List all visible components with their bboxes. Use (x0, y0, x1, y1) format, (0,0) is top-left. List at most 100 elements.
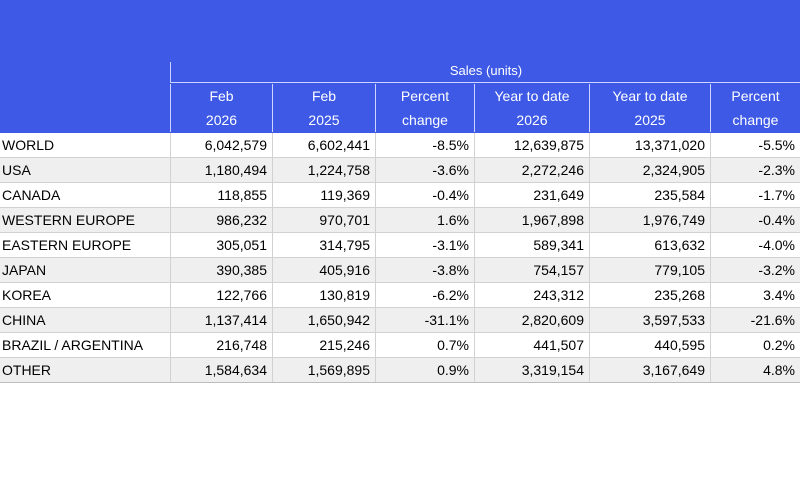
percent-change-feb-cell: -6.2% (375, 283, 474, 307)
feb-2026-cell: 1,584,634 (170, 358, 272, 382)
feb-2025-cell: 1,569,895 (272, 358, 375, 382)
ytd-2026-cell: 441,507 (474, 333, 589, 357)
column-header-line1: Year to date (612, 88, 688, 104)
column-header-line2: 2025 (308, 112, 340, 128)
column-header-line2: 2025 (634, 112, 666, 128)
group-header-rule (170, 82, 800, 83)
column-header-ytd-2026: Year to date 2026 (474, 84, 589, 132)
feb-2025-cell: 130,819 (272, 283, 375, 307)
sales-group-header: Sales (units) (449, 63, 523, 78)
percent-change-feb-cell: -0.4% (375, 183, 474, 207)
percent-change-feb-cell: 1.6% (375, 208, 474, 232)
feb-2025-cell: 1,650,942 (272, 308, 375, 332)
percent-change-ytd-cell: -5.5% (710, 133, 800, 157)
percent-change-feb-cell: -8.5% (375, 133, 474, 157)
column-header-line2: 2026 (516, 112, 548, 128)
ytd-2026-cell: 754,157 (474, 258, 589, 282)
region-cell: CANADA (2, 187, 61, 203)
feb-2026-cell: 305,051 (170, 233, 272, 257)
ytd-2025-cell: 3,597,533 (589, 308, 710, 332)
table-row: WORLD 6,042,579 6,602,441 -8.5% 12,639,875 13… (0, 133, 800, 158)
percent-change-ytd-cell: 4.8% (710, 358, 800, 382)
percent-change-feb-cell: 0.7% (375, 333, 474, 357)
region-cell: BRAZIL / ARGENTINA (2, 337, 144, 353)
feb-2026-cell: 122,766 (170, 283, 272, 307)
feb-2026-cell: 6,042,579 (170, 133, 272, 157)
ytd-2025-cell: 2,324,905 (589, 158, 710, 182)
percent-change-ytd-cell: -1.7% (710, 183, 800, 207)
region-cell: JAPAN (2, 262, 47, 278)
table-row: CHINA 1,137,414 1,650,942 -31.1% 2,820,609 3,… (0, 308, 800, 333)
ytd-2025-cell: 3,167,649 (589, 358, 710, 382)
table-row: EASTERN EUROPE 305,051 314,795 -3.1% 589,341… (0, 233, 800, 258)
column-header-feb-2026: Feb 2026 (170, 84, 272, 132)
percent-change-feb-cell: -3.8% (375, 258, 474, 282)
percent-change-ytd-cell: -4.0% (710, 233, 800, 257)
region-cell: CHINA (2, 312, 46, 328)
group-header-divider (170, 62, 171, 83)
feb-2026-cell: 390,385 (170, 258, 272, 282)
ytd-2026-cell: 231,649 (474, 183, 589, 207)
feb-2025-cell: 405,916 (272, 258, 375, 282)
column-header-line1: Feb (209, 88, 234, 104)
region-cell: WORLD (2, 137, 55, 153)
column-header-percent-change-feb: Percent change (375, 84, 474, 132)
percent-change-feb-cell: -31.1% (375, 308, 474, 332)
table-row: KOREA 122,766 130,819 -6.2% 243,312 235,268 3.… (0, 283, 800, 308)
column-header-feb-2025: Feb 2025 (272, 84, 375, 132)
region-cell: OTHER (2, 362, 51, 378)
percent-change-feb-cell: 0.9% (375, 358, 474, 382)
ytd-2025-cell: 235,584 (589, 183, 710, 207)
table-row: WESTERN EUROPE 986,232 970,701 1.6% 1,967,89… (0, 208, 800, 233)
table-row: CANADA 118,855 119,369 -0.4% 231,649 235,584-… (0, 183, 800, 208)
feb-2025-cell: 314,795 (272, 233, 375, 257)
table-bottom-rule (0, 382, 800, 383)
table-row: USA 1,180,494 1,224,758 -3.6% 2,272,246 2,324… (0, 158, 800, 183)
ytd-2026-cell: 243,312 (474, 283, 589, 307)
feb-2026-cell: 986,232 (170, 208, 272, 232)
ytd-2026-cell: 12,639,875 (474, 133, 589, 157)
region-cell: WESTERN EUROPE (2, 212, 136, 228)
ytd-2026-cell: 2,272,246 (474, 158, 589, 182)
region-cell: EASTERN EUROPE (2, 237, 132, 253)
ytd-2025-cell: 13,371,020 (589, 133, 710, 157)
region-cell: USA (2, 162, 31, 178)
table-row: BRAZIL / ARGENTINA 216,748 215,246 0.7% 441,… (0, 333, 800, 358)
column-header-line2: change (732, 112, 779, 128)
table-row: JAPAN 390,385 405,916 -3.8% 754,157 779,105 -3… (0, 258, 800, 283)
column-header-line1: Percent (731, 88, 780, 104)
table-header-band (0, 0, 800, 133)
feb-2026-cell: 118,855 (170, 183, 272, 207)
column-header-ytd-2025: Year to date 2025 (589, 84, 710, 132)
feb-2025-cell: 215,246 (272, 333, 375, 357)
table-row: OTHER 1,584,634 1,569,895 0.9% 3,319,154 3,16… (0, 358, 800, 383)
feb-2026-cell: 1,180,494 (170, 158, 272, 182)
column-header-line1: Feb (311, 88, 337, 104)
ytd-2026-cell: 589,341 (474, 233, 589, 257)
percent-change-ytd-cell: 3.4% (710, 283, 800, 307)
percent-change-ytd-cell: 0.2% (710, 333, 800, 357)
ytd-2025-cell: 779,105 (589, 258, 710, 282)
column-header-line1: Year to date (494, 88, 570, 104)
feb-2025-cell: 6,602,441 (272, 133, 375, 157)
feb-2025-cell: 1,224,758 (272, 158, 375, 182)
ytd-2025-cell: 1,976,749 (589, 208, 710, 232)
column-header-line2: 2026 (205, 112, 238, 128)
column-header-percent-change-ytd: Percent change (710, 84, 800, 132)
region-cell: KOREA (2, 287, 52, 303)
ytd-2026-cell: 1,967,898 (474, 208, 589, 232)
percent-change-feb-cell: -3.6% (375, 158, 474, 182)
feb-2026-cell: 1,137,414 (170, 308, 272, 332)
ytd-2025-cell: 235,268 (589, 283, 710, 307)
feb-2026-cell: 216,748 (170, 333, 272, 357)
percent-change-feb-cell: -3.1% (375, 233, 474, 257)
column-header-line1: Percent (400, 88, 450, 104)
percent-change-ytd-cell: -3.2% (710, 258, 800, 282)
ytd-2025-cell: 613,632 (589, 233, 710, 257)
ytd-2026-cell: 2,820,609 (474, 308, 589, 332)
ytd-2026-cell: 3,319,154 (474, 358, 589, 382)
percent-change-ytd-cell: -21.6% (710, 308, 800, 332)
percent-change-ytd-cell: -0.4% (710, 208, 800, 232)
feb-2025-cell: 970,701 (272, 208, 375, 232)
feb-2025-cell: 119,369 (272, 183, 375, 207)
